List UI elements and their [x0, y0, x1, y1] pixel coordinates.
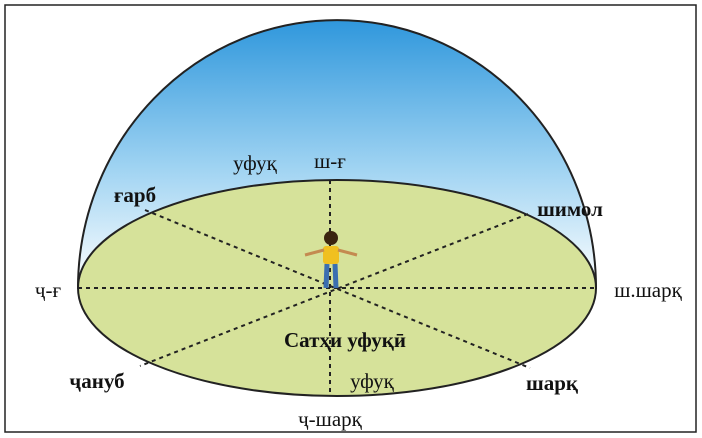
- label: ҷануб: [69, 369, 124, 393]
- label: шимол: [537, 197, 603, 221]
- direction-lines: [78, 180, 596, 396]
- label: шарқ: [526, 371, 579, 395]
- diag-line: [144, 209, 531, 369]
- label: ш-ғ: [314, 149, 346, 173]
- label: Сатҳи уфуқӣ: [284, 328, 406, 352]
- label: уфуқ: [233, 151, 278, 175]
- label: ғарб: [114, 183, 156, 207]
- diag-line: [139, 213, 529, 367]
- label: ҷ-ғ: [35, 278, 62, 302]
- label: ш.шарқ: [614, 278, 682, 302]
- person: [304, 231, 358, 289]
- label: уфуқ: [350, 369, 395, 393]
- label: ҷ-шарқ: [298, 407, 363, 431]
